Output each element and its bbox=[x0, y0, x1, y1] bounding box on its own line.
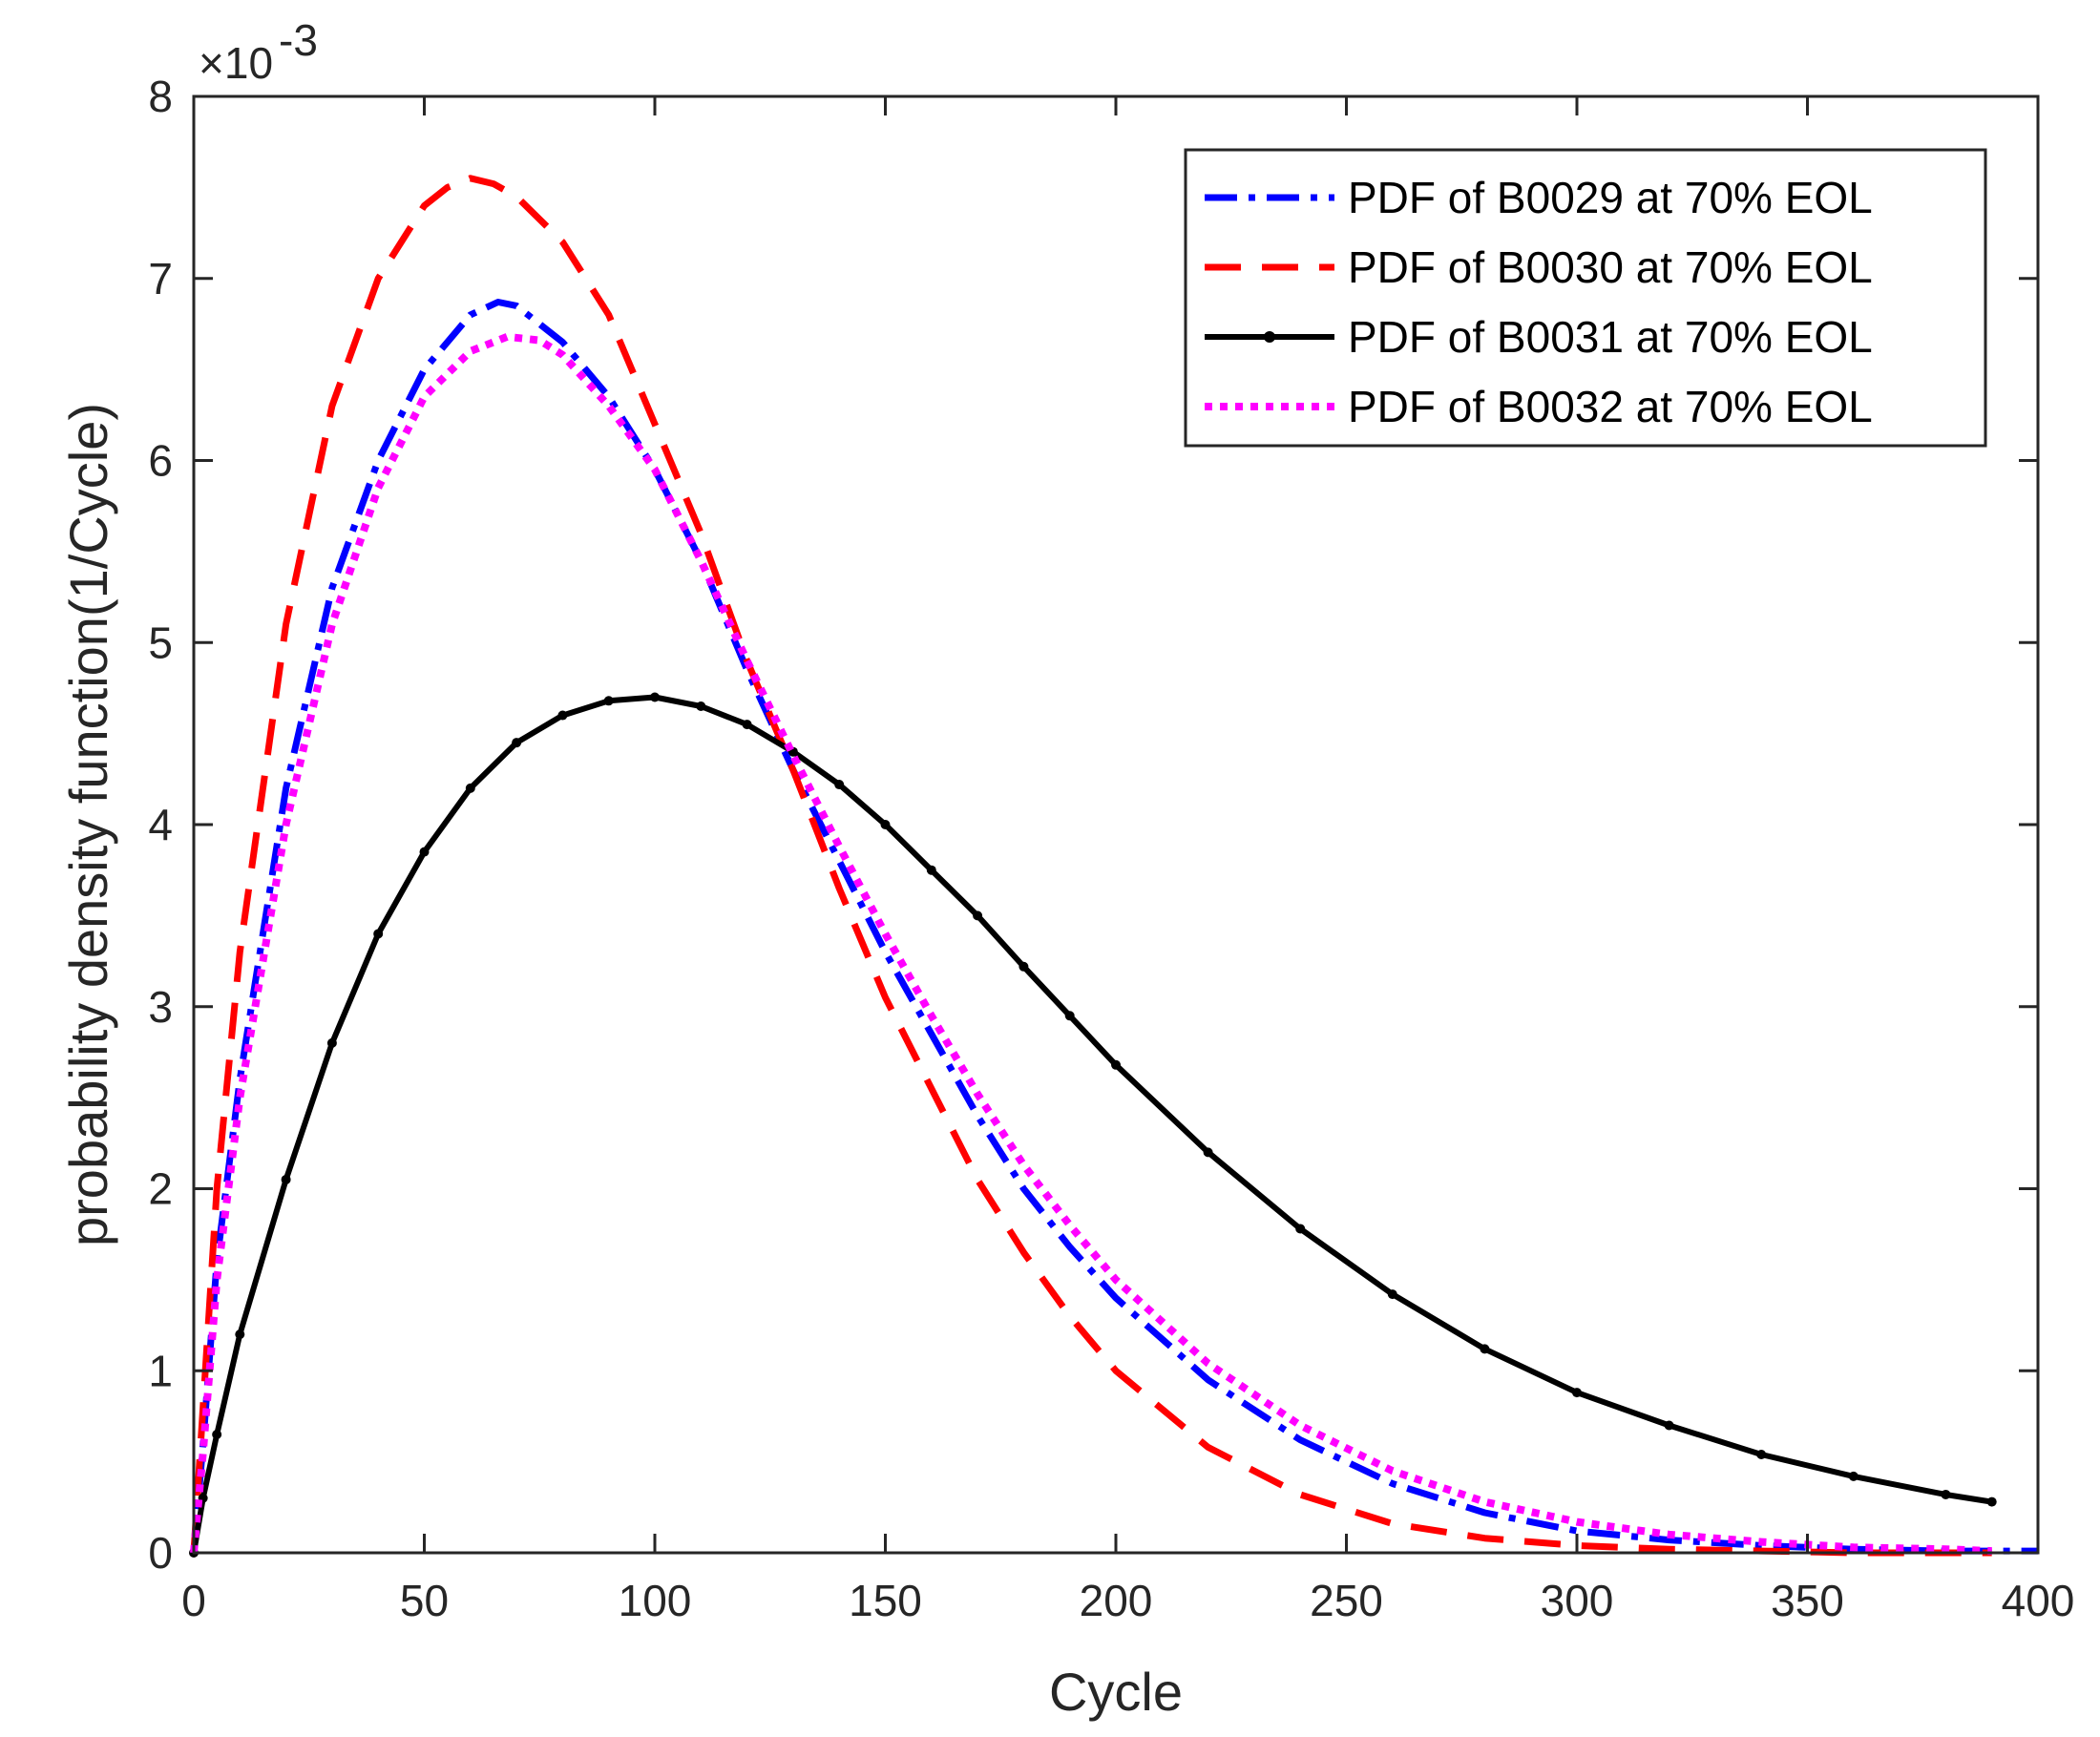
series-point bbox=[1387, 1289, 1397, 1300]
x-tick-label: 300 bbox=[1541, 1576, 1614, 1625]
x-axis-title: Cycle bbox=[1049, 1662, 1183, 1722]
ticks-layer: 0 50 100 150 200 250 300 350 400 0 1 2 3 4 5 6 7 8 bbox=[148, 72, 2074, 1625]
series-point bbox=[1064, 1011, 1075, 1021]
series-point bbox=[696, 701, 706, 712]
legend-box bbox=[1184, 148, 1987, 448]
series-line-4 bbox=[190, 332, 1992, 1556]
x-tick-label: 400 bbox=[2002, 1576, 2075, 1625]
y-exponent-power: -3 bbox=[279, 15, 318, 65]
series-point bbox=[1018, 961, 1029, 972]
x-tick-label: 100 bbox=[619, 1576, 692, 1625]
series-point bbox=[742, 720, 752, 730]
legend-label-1: PDF of B0029 at 70% EOL bbox=[1348, 173, 1873, 222]
series-point bbox=[1848, 1471, 1858, 1481]
y-tick-label: 3 bbox=[148, 982, 173, 1032]
series-point bbox=[1480, 1344, 1490, 1354]
series-layer bbox=[189, 175, 2038, 1558]
series-point bbox=[512, 738, 522, 748]
x-tick-label: 50 bbox=[400, 1576, 449, 1625]
y-tick-label: 2 bbox=[148, 1164, 173, 1214]
plot-frame bbox=[192, 94, 2040, 1555]
legend-label-4: PDF of B0032 at 70% EOL bbox=[1348, 382, 1873, 431]
legend-label-3: PDF of B0031 at 70% EOL bbox=[1348, 312, 1873, 362]
y-exponent-label: ×10 -3 bbox=[199, 15, 318, 88]
y-tick-label: 4 bbox=[148, 800, 173, 849]
series-point bbox=[880, 820, 891, 829]
x-tick-label: 150 bbox=[849, 1576, 922, 1625]
series-line-2 bbox=[190, 175, 1992, 1557]
series-point bbox=[419, 847, 430, 857]
y-tick-label: 0 bbox=[148, 1528, 173, 1578]
series-point bbox=[834, 780, 845, 790]
y-tick-label: 7 bbox=[148, 254, 173, 303]
series-point bbox=[973, 910, 983, 921]
y-tick-label: 1 bbox=[148, 1346, 173, 1395]
series-point bbox=[1295, 1224, 1306, 1234]
y-exponent-base: ×10 bbox=[199, 38, 273, 88]
x-tick-label: 200 bbox=[1080, 1576, 1153, 1625]
series-point bbox=[235, 1329, 245, 1340]
x-tick-label: 0 bbox=[181, 1576, 206, 1625]
y-tick-label: 8 bbox=[148, 72, 173, 121]
y-tick-label: 5 bbox=[148, 617, 173, 667]
series-point bbox=[557, 710, 568, 721]
y-tick-label: 6 bbox=[148, 436, 173, 486]
x-tick-label: 350 bbox=[1771, 1576, 1844, 1625]
series-point bbox=[326, 1037, 337, 1048]
series-point bbox=[1986, 1496, 1997, 1507]
series-point bbox=[281, 1174, 291, 1184]
series-point bbox=[926, 865, 936, 875]
series-line-1 bbox=[190, 299, 2038, 1555]
series-point bbox=[465, 783, 475, 793]
x-tick-label: 250 bbox=[1310, 1576, 1383, 1625]
series-point bbox=[603, 696, 614, 706]
y-axis-title: probability density function(1/Cycle) bbox=[58, 403, 118, 1246]
legend-label-2: PDF of B0030 at 70% EOL bbox=[1348, 242, 1873, 292]
series-point bbox=[1111, 1059, 1121, 1070]
series-point bbox=[1203, 1147, 1213, 1158]
series-point bbox=[212, 1430, 222, 1440]
series-point bbox=[1572, 1388, 1582, 1398]
series-point bbox=[1664, 1420, 1674, 1431]
legend-swatch-marker bbox=[1264, 331, 1275, 343]
series-point bbox=[1756, 1449, 1767, 1459]
series-point bbox=[650, 692, 660, 702]
legend: PDF of B0029 at 70% EOL PDF of B0030 at 7… bbox=[1184, 148, 1987, 448]
series-point bbox=[1941, 1489, 1951, 1499]
series-point bbox=[373, 929, 384, 939]
